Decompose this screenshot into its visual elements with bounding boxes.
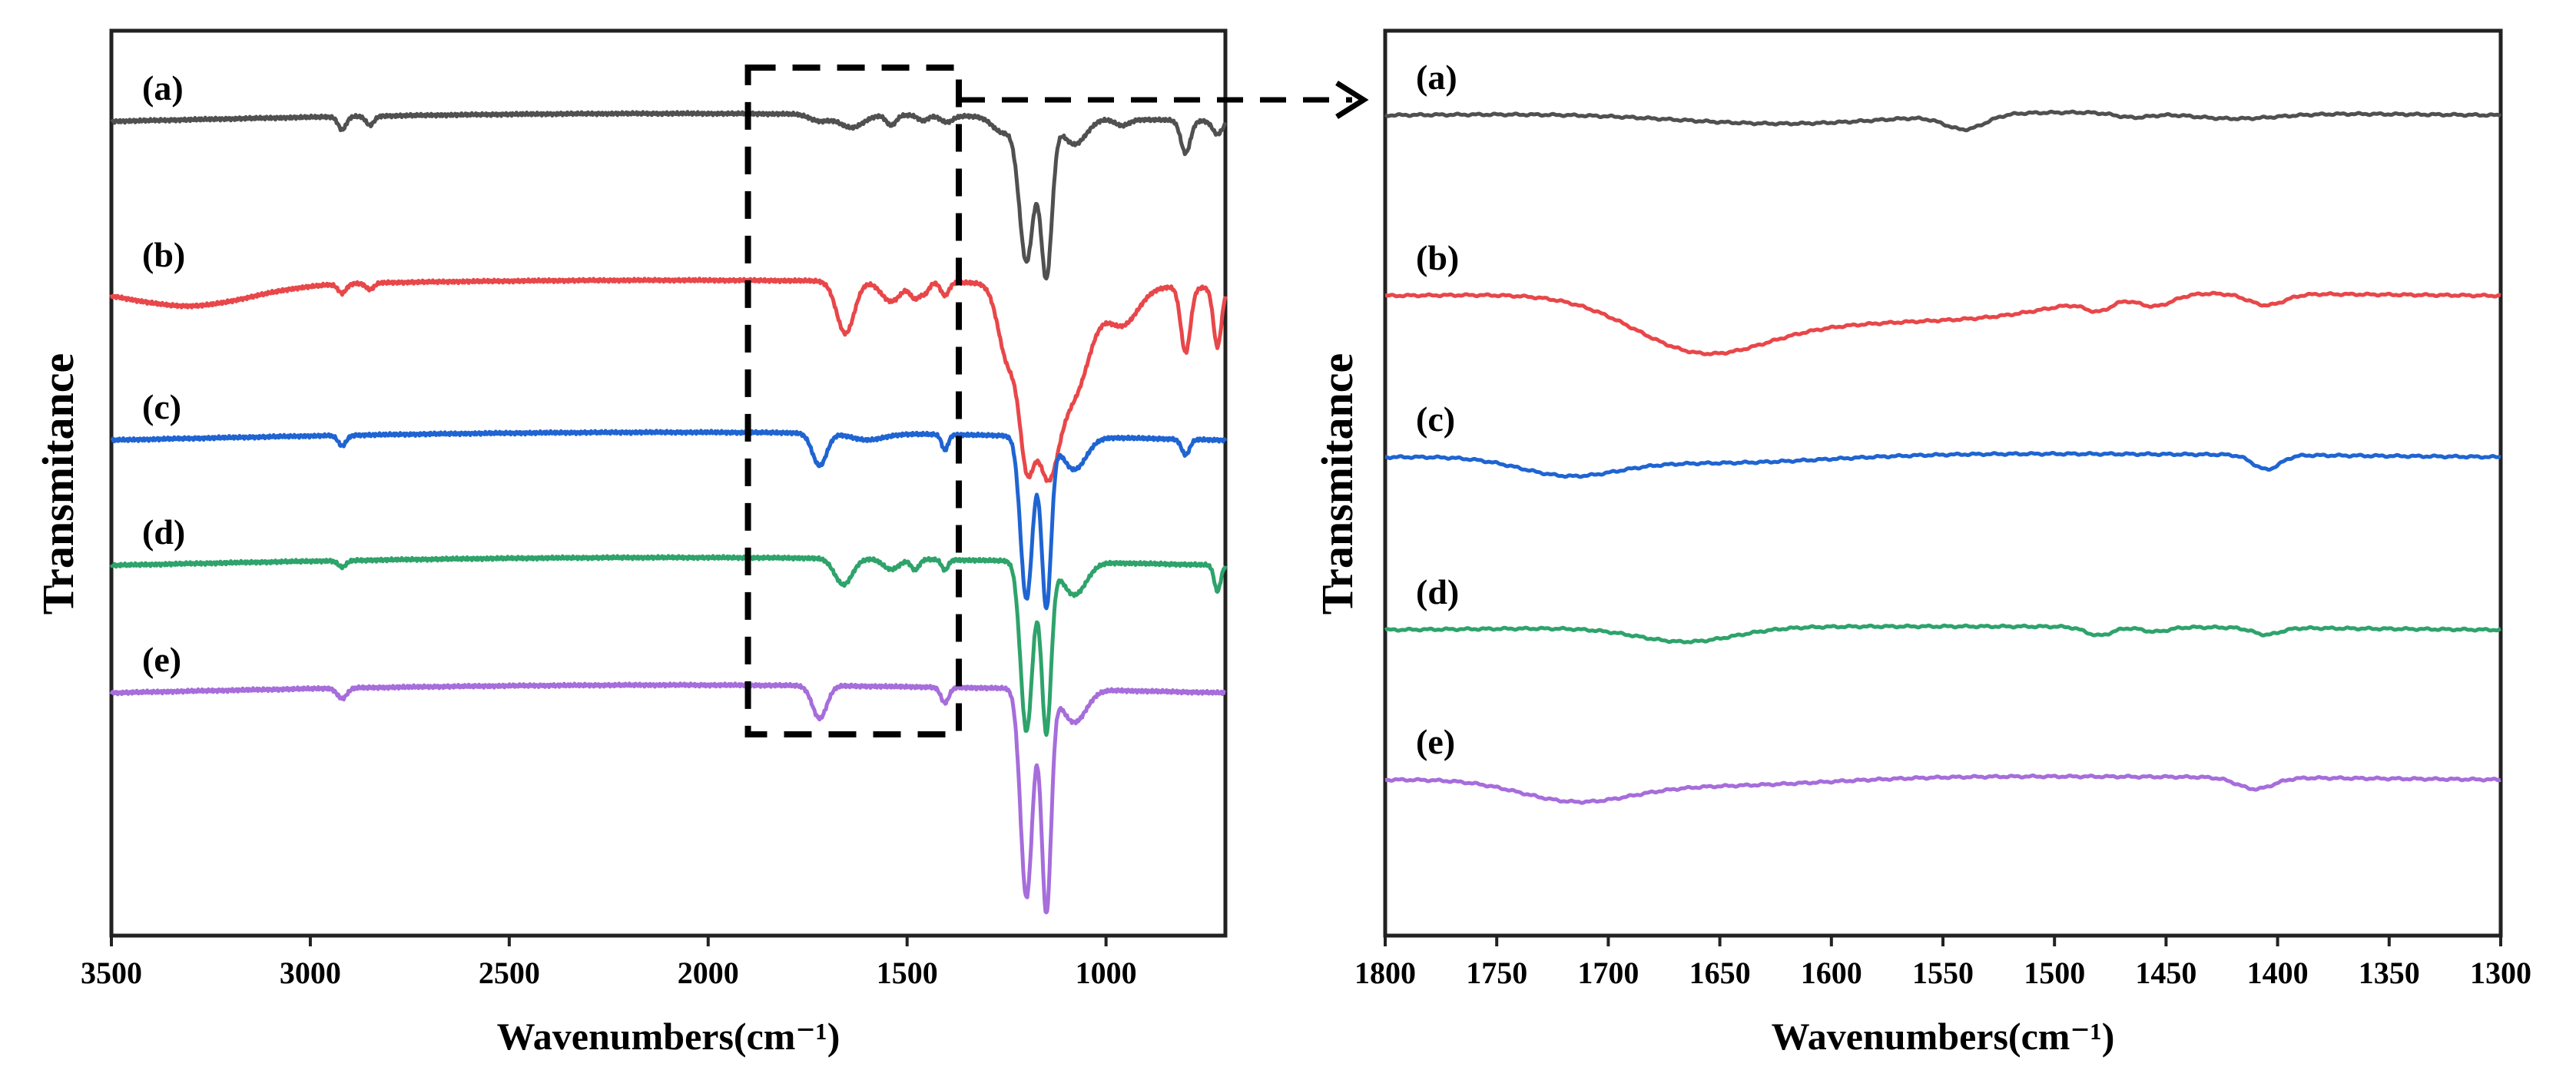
left-x-tick-label-3: 2000 — [678, 956, 739, 990]
right-trace-label-3: (d) — [1416, 572, 1459, 611]
right-x-tick-label-6: 1500 — [2024, 956, 2085, 990]
left-x-ticks: 3500 3000 2500 2000 1500 1000 — [81, 936, 1137, 990]
left-trace-label-1: (b) — [142, 235, 185, 274]
left-x-tick-label-0: 3500 — [81, 956, 142, 990]
right-x-tick-label-7: 1450 — [2135, 956, 2196, 990]
right-x-ticks: 1800 1750 1700 1650 1600 1550 1500 1450 1400 1350… — [1354, 936, 2531, 990]
right-trace-label-1: (b) — [1416, 238, 1459, 277]
left-x-tick-label-2: 2500 — [479, 956, 540, 990]
left-series-line-1 — [109, 277, 1228, 483]
left-x-tick-label-1: 3000 — [280, 956, 341, 990]
right-series-line-4 — [1384, 774, 2501, 805]
right-x-tick-label-10: 1300 — [2470, 956, 2531, 990]
right-y-axis-title: Transmitance — [1312, 353, 1362, 615]
full-spectrum-panel: (a) (b) (c) (d) (e) 3500 3000 2500 2000 1500 1000… — [33, 28, 1369, 1058]
right-trace-labels: (a) (b) (c) (d) (e) — [1416, 58, 1459, 761]
left-plot-frame — [109, 28, 1228, 938]
left-series-group — [109, 110, 1228, 915]
right-x-tick-label-9: 1350 — [2359, 956, 2420, 990]
right-x-tick-label-4: 1600 — [1801, 956, 1862, 990]
zoom-region-box — [744, 65, 963, 737]
left-series-line-3 — [109, 554, 1228, 737]
right-x-tick-label-3: 1650 — [1689, 956, 1751, 990]
left-trace-label-2: (c) — [142, 387, 181, 426]
left-series-line-2 — [110, 429, 1228, 611]
right-series-line-0 — [1384, 109, 2502, 133]
right-trace-label-4: (e) — [1416, 722, 1455, 761]
right-x-tick-label-0: 1800 — [1354, 956, 1416, 990]
zoom-spectrum-panel: (a) (b) (c) (d) (e) 1800 1750 1700 1650 1600 1550… — [1312, 28, 2531, 1058]
right-x-tick-label-5: 1550 — [1912, 956, 1974, 990]
left-x-axis-title: Wavenumbers(cm⁻¹) — [497, 1015, 840, 1058]
right-series-line-3 — [1384, 623, 2501, 644]
left-trace-label-0: (a) — [142, 68, 184, 108]
right-trace-label-2: (c) — [1416, 399, 1455, 439]
left-y-axis-title: Transmitance — [33, 353, 83, 615]
right-series-line-2 — [1384, 451, 2501, 479]
left-trace-label-3: (d) — [142, 512, 185, 552]
right-series-group — [1384, 109, 2502, 805]
right-x-axis-title: Wavenumbers(cm⁻¹) — [1772, 1015, 2115, 1058]
right-x-tick-label-2: 1700 — [1577, 956, 1639, 990]
left-x-tick-label-5: 1000 — [1076, 956, 1137, 990]
left-x-tick-label-4: 1500 — [877, 956, 938, 990]
right-x-tick-label-1: 1750 — [1466, 956, 1527, 990]
left-series-line-4 — [109, 681, 1227, 915]
right-x-tick-label-8: 1400 — [2247, 956, 2309, 990]
right-trace-label-0: (a) — [1416, 58, 1457, 97]
left-trace-label-4: (e) — [142, 640, 181, 679]
right-series-line-1 — [1384, 290, 2501, 356]
left-trace-labels: (a) (b) (c) (d) (e) — [142, 68, 185, 679]
zoom-arrowhead-icon — [1335, 81, 1369, 119]
left-series-line-0 — [110, 110, 1228, 281]
